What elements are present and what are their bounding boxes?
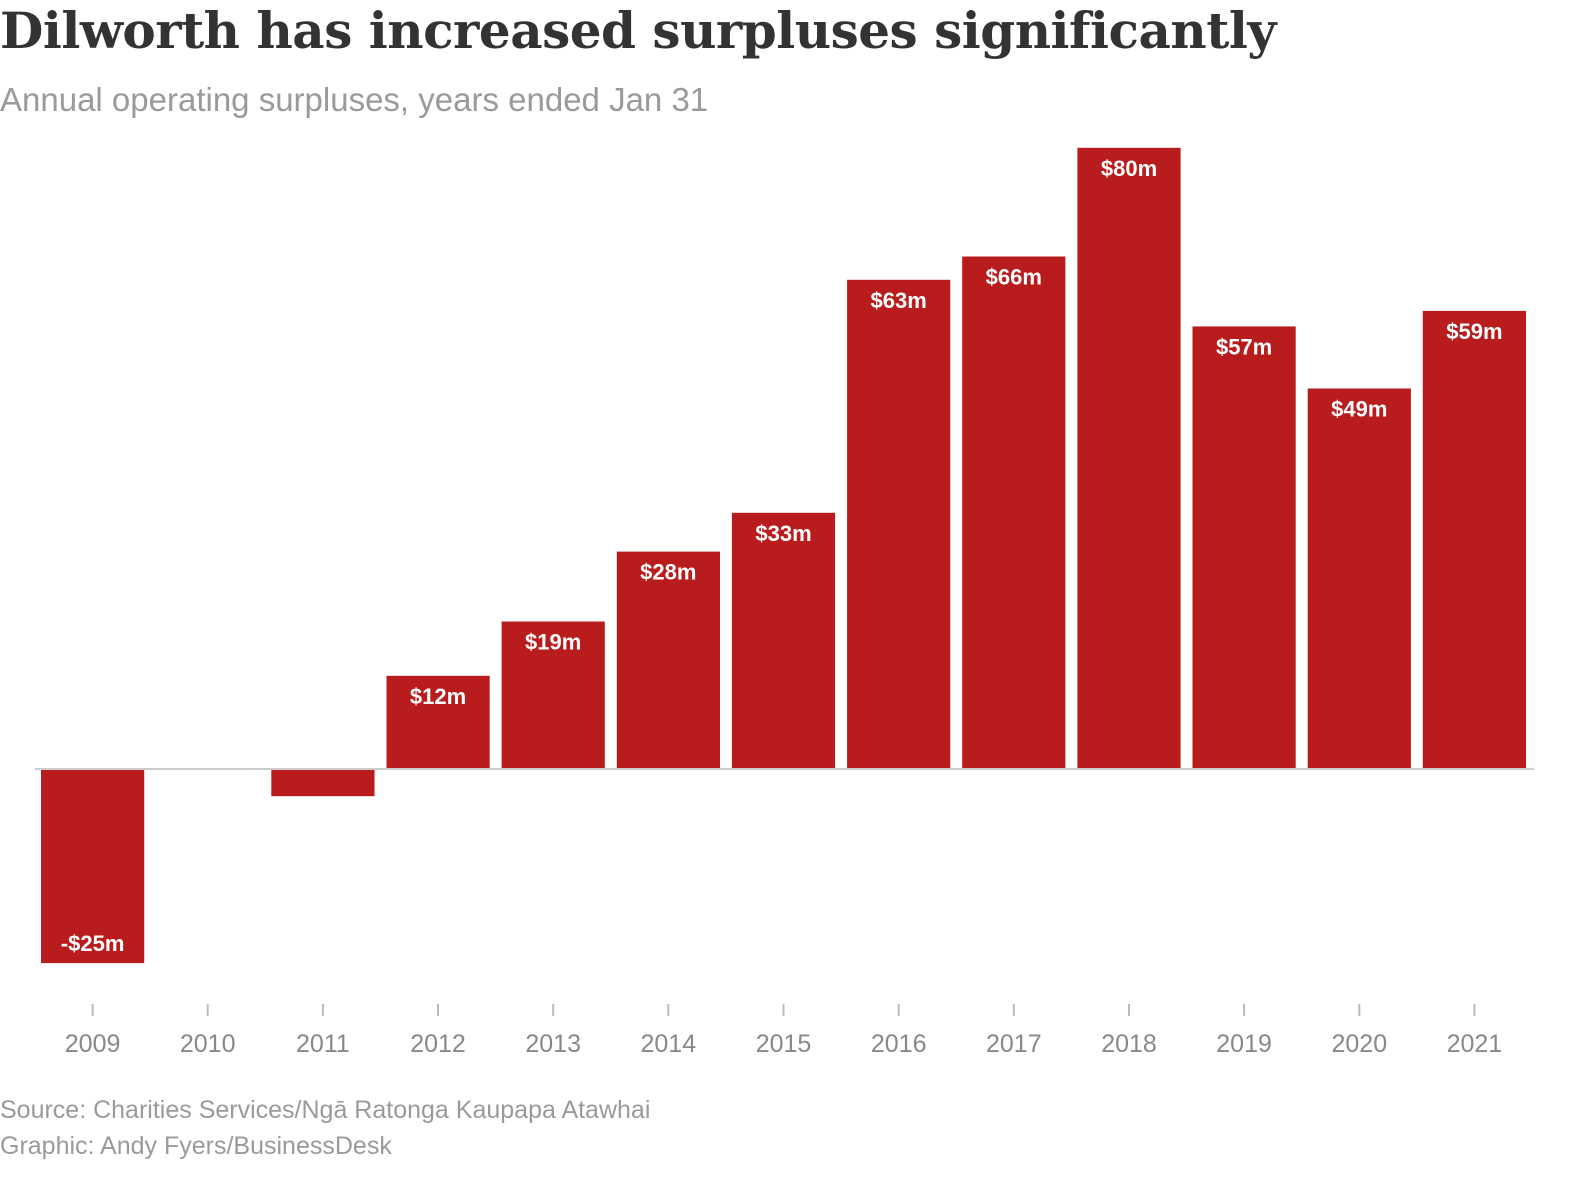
x-tick-label-2011: 2011 bbox=[296, 1030, 350, 1058]
x-tick-label-2013: 2013 bbox=[525, 1030, 581, 1058]
bar-value-label-2017: $66m bbox=[986, 265, 1042, 290]
bar-2017 bbox=[962, 256, 1066, 769]
x-tick-label-2016: 2016 bbox=[871, 1030, 927, 1058]
bar-value-label-2016: $63m bbox=[871, 288, 927, 313]
bar-value-label-2021: $59m bbox=[1446, 319, 1502, 344]
x-tick-label-2019: 2019 bbox=[1216, 1030, 1272, 1058]
bar-2016 bbox=[847, 279, 951, 769]
bar-2020 bbox=[1307, 388, 1411, 769]
x-tick-label-2015: 2015 bbox=[756, 1030, 812, 1058]
bar-2018 bbox=[1077, 147, 1181, 770]
x-tick-label-2012: 2012 bbox=[410, 1030, 466, 1058]
bar-value-label-2013: $19m bbox=[525, 630, 581, 655]
bar-value-label-2009: -$25m bbox=[61, 931, 125, 956]
bar-value-label-2020: $49m bbox=[1331, 397, 1387, 422]
x-tick-label-2010: 2010 bbox=[180, 1030, 236, 1058]
bar-value-label-2015: $33m bbox=[755, 521, 811, 546]
bar-value-label-2019: $57m bbox=[1216, 334, 1272, 359]
bar-2009 bbox=[41, 769, 145, 964]
bar-2014 bbox=[616, 551, 720, 769]
bar-2015 bbox=[731, 512, 836, 769]
bar-2021 bbox=[1422, 310, 1526, 769]
x-tick-label-2014: 2014 bbox=[640, 1030, 696, 1058]
bar-value-label-2012: $12m bbox=[410, 684, 466, 709]
bar-2011 bbox=[271, 769, 375, 797]
chart-subtitle: Annual operating surpluses, years ended … bbox=[0, 81, 709, 118]
x-tick-label-2018: 2018 bbox=[1101, 1030, 1157, 1058]
bar-2019 bbox=[1192, 326, 1296, 769]
bars-group: -$25m $12m $19m $28m $33m $63m $66m $80m $57m $49… bbox=[41, 147, 1526, 964]
chart-title: Dilworth has increased surpluses signifi… bbox=[0, 1, 1276, 60]
x-tick-label-2020: 2020 bbox=[1331, 1030, 1387, 1058]
bar-2012 bbox=[386, 675, 490, 769]
bar-2013 bbox=[501, 621, 605, 769]
x-tick-label-2017: 2017 bbox=[986, 1030, 1042, 1058]
bar-chart: -$25m $12m $19m $28m $33m $63m $66m $80m $57m $49… bbox=[35, 147, 1534, 1058]
graphic-credit: Graphic: Andy Fyers/BusinessDesk bbox=[0, 1132, 392, 1160]
source-note: Source: Charities Services/Ngā Ratonga K… bbox=[0, 1096, 651, 1124]
x-tick-label-2009: 2009 bbox=[65, 1030, 121, 1058]
bar-value-label-2018: $80m bbox=[1101, 156, 1157, 181]
x-tick-label-2021: 2021 bbox=[1447, 1030, 1503, 1058]
x-axis: 2009 2010 2011 2012 2013 2014 2015 2016 2017 2018… bbox=[65, 1004, 1502, 1058]
chart-footer: Source: Charities Services/Ngā Ratonga K… bbox=[0, 1092, 650, 1164]
bar-value-label-2014: $28m bbox=[640, 560, 696, 585]
